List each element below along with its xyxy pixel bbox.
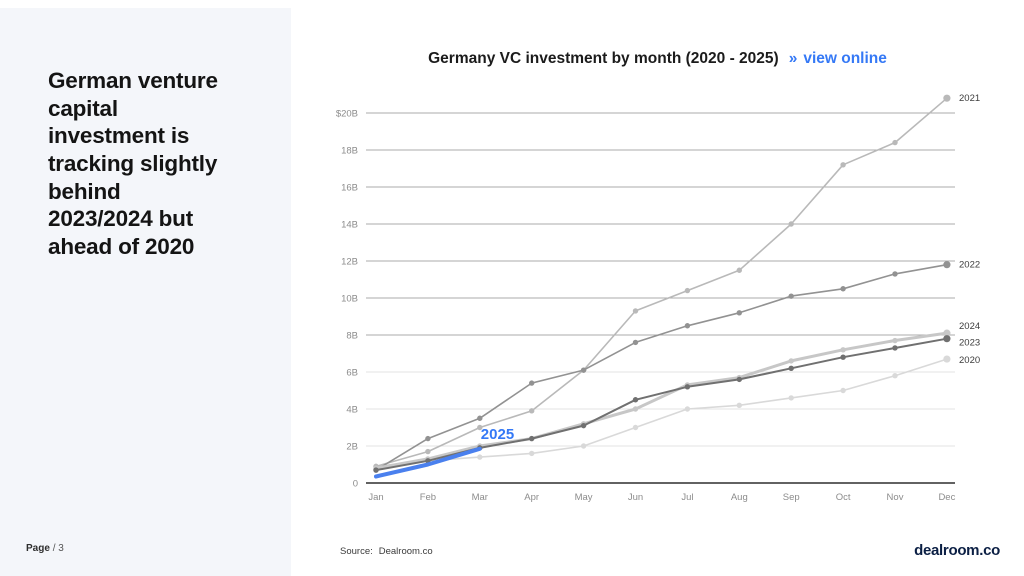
page-number: / 3 — [52, 543, 64, 554]
year-label-2020: 2020 — [959, 355, 980, 366]
y-axis-tick: 10B — [341, 294, 358, 305]
year-label-2024: 2024 — [959, 321, 980, 332]
y-axis-tick: $20B — [336, 109, 358, 120]
chart-title: Germany VC investment by month (2020 - 2… — [428, 50, 779, 67]
x-axis-tick: Apr — [524, 492, 539, 503]
chart-header: Germany VC investment by month (2020 - 2… — [291, 50, 1024, 68]
y-axis-tick: 18B — [341, 146, 358, 157]
y-axis-tick: 2B — [346, 442, 358, 453]
source-label: Source: — [340, 546, 373, 557]
series-2024: 2024 — [373, 321, 980, 471]
year-label-2023: 2023 — [959, 338, 980, 349]
page-indicator: Page / 3 — [26, 543, 64, 554]
x-axis-tick: Dec — [938, 492, 955, 503]
year-label-2022: 2022 — [959, 260, 980, 271]
y-axis-tick: 4B — [346, 405, 358, 416]
gridlines: $20B 18B 16B 14B 12B 10B 8B 6B 4B 2B 0 — [336, 109, 955, 490]
x-axis-tick: Oct — [836, 492, 851, 503]
x-axis-tick: Feb — [420, 492, 436, 503]
series-2025 — [374, 446, 482, 479]
y-axis-tick: 16B — [341, 183, 358, 194]
source-note: Source: Dealroom.co — [340, 546, 433, 557]
y-axis-tick: 6B — [346, 368, 358, 379]
x-axis-tick: May — [575, 492, 593, 503]
x-axis-tick: Sep — [783, 492, 800, 503]
double-arrow-icon: » — [788, 50, 798, 67]
view-online-label: view online — [803, 50, 887, 67]
x-axis-tick: Jan — [368, 492, 383, 503]
x-axis-tick: Aug — [731, 492, 748, 503]
x-axis-tick: Nov — [887, 492, 904, 503]
y-axis-tick: 8B — [346, 331, 358, 342]
x-axis-tick: Jun — [628, 492, 643, 503]
year-label-2021: 2021 — [959, 93, 980, 104]
y-axis-tick: 12B — [341, 257, 358, 268]
view-online-link[interactable]: » view online — [789, 50, 887, 67]
dealroom-logo: dealroom.co — [914, 542, 1000, 559]
annotation-2025: 2025 — [481, 426, 514, 443]
series-2022: 2022 — [373, 260, 980, 473]
sidebar-panel: German venture capital investment is tra… — [0, 8, 291, 576]
x-axis-tick: Jul — [681, 492, 693, 503]
y-axis-tick: 14B — [341, 220, 358, 231]
x-axis-ticks: Jan Feb Mar Apr May Jun Jul Aug Sep Oct Nov Dec — [368, 492, 955, 503]
x-axis-tick: Mar — [472, 492, 488, 503]
page-label: Page — [26, 543, 50, 554]
y-axis-tick: 0 — [353, 479, 358, 490]
series-2020: 2020 — [373, 355, 980, 470]
source-value: Dealroom.co — [378, 546, 433, 557]
slide-title: German venture capital investment is tra… — [48, 68, 218, 260]
